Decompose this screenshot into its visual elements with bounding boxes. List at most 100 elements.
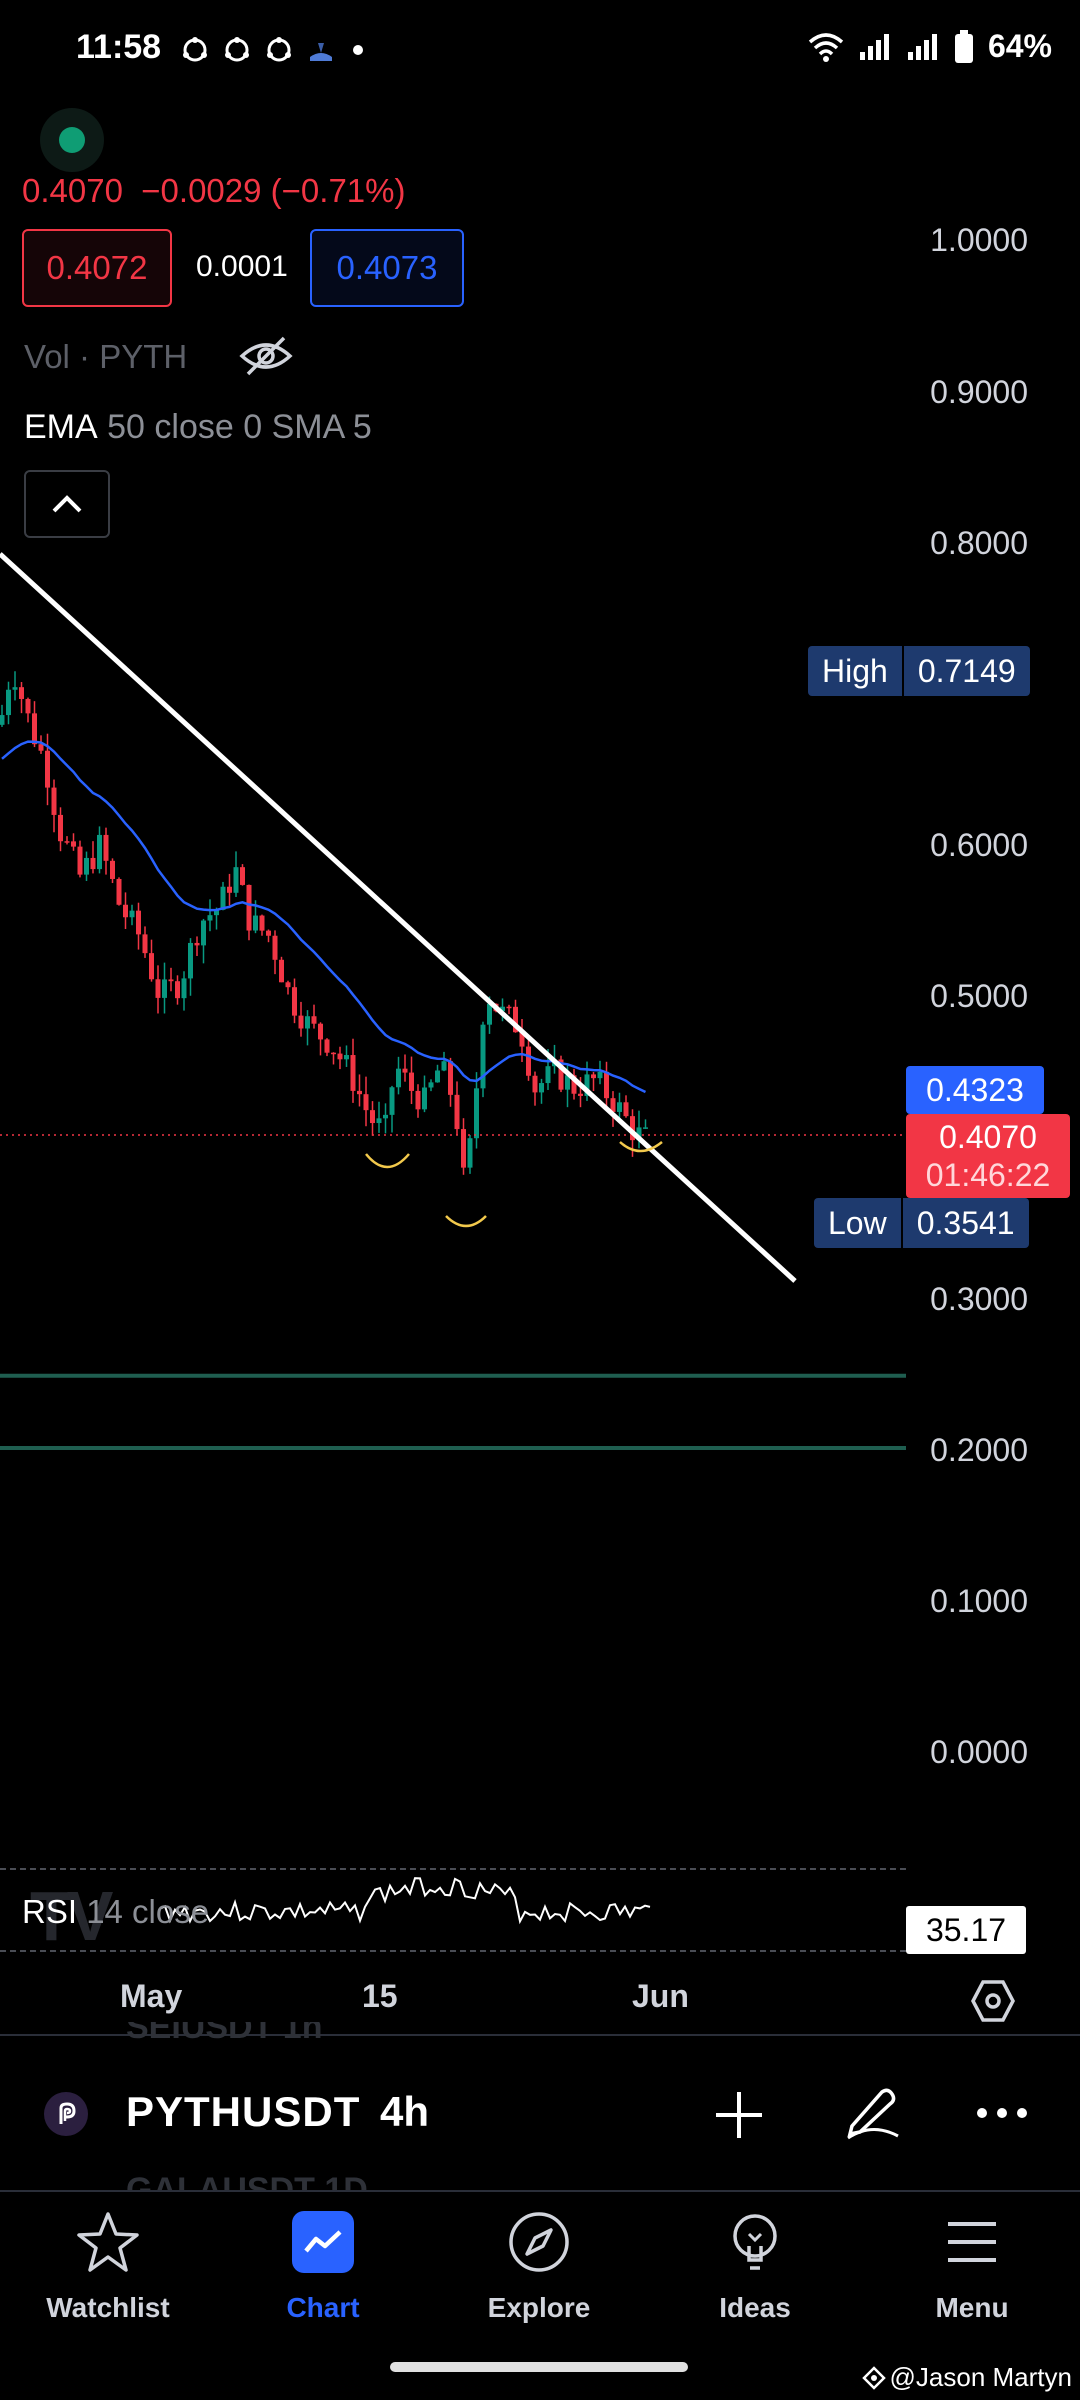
candle-body <box>513 1006 518 1033</box>
menu-icon <box>948 2222 996 2262</box>
candle-body <box>532 1075 538 1093</box>
candle-body <box>162 979 167 998</box>
time-axis-label: May <box>120 1978 183 2014</box>
last-price-tag: 0.4070 01:46:22 <box>906 1114 1070 1198</box>
candle-body <box>136 910 141 935</box>
chart-settings-icon[interactable] <box>970 1978 1016 2024</box>
nav-ideas[interactable]: Ideas <box>655 2206 855 2324</box>
buy-button[interactable]: 0.4073 <box>310 229 464 307</box>
candle-body <box>97 834 102 870</box>
candle-body <box>207 915 213 921</box>
price-axis-label: 0.3000 <box>930 1281 1028 1317</box>
candle-body <box>487 1003 492 1025</box>
candle-body <box>305 1016 310 1029</box>
candle-body <box>285 982 291 988</box>
candle-body <box>467 1138 473 1168</box>
wifi-icon <box>808 32 844 62</box>
candle-body <box>84 857 89 875</box>
candle-body <box>220 886 226 910</box>
timeframe-selector[interactable]: 4h <box>380 2088 430 2135</box>
candle-body <box>38 744 44 751</box>
candle-body <box>129 910 135 918</box>
divider <box>0 2190 1080 2192</box>
candle-body <box>630 1116 635 1141</box>
candle-body <box>181 978 187 999</box>
nav-label: Explore <box>487 2292 591 2323</box>
candle-body <box>610 1098 616 1112</box>
candle-body <box>474 1088 479 1139</box>
candle-body <box>415 1090 421 1110</box>
home-indicator[interactable] <box>390 2362 688 2372</box>
rsi-pane[interactable] <box>0 1868 906 1952</box>
low-label: Low <box>814 1198 903 1248</box>
ema-line <box>1 740 647 1094</box>
candle-body <box>45 750 50 788</box>
battery-percent: 64% <box>987 28 1052 64</box>
candle-body <box>188 942 193 979</box>
plus-icon[interactable] <box>712 2088 766 2142</box>
bottom-marker-3 <box>619 1141 663 1153</box>
candle-body <box>240 867 245 885</box>
drawing-tools-icon[interactable] <box>842 2082 902 2142</box>
nav-chart[interactable]: Chart <box>223 2206 423 2324</box>
nav-watchlist[interactable]: Watchlist <box>8 2206 208 2324</box>
candle-body <box>636 1127 642 1141</box>
candle-body <box>266 930 271 936</box>
candle-body <box>376 1118 382 1124</box>
tradingview-logo: TV <box>30 1877 113 1955</box>
candle-body <box>214 909 219 916</box>
price-axis-label: 0.2000 <box>930 1432 1028 1468</box>
candle-body <box>123 904 128 918</box>
last-price: 0.4070 <box>22 172 123 209</box>
market-status-icon[interactable] <box>40 108 104 172</box>
symbol-logo-icon[interactable] <box>44 2092 88 2136</box>
candle-body <box>617 1102 622 1112</box>
candle-body <box>331 1052 336 1055</box>
candle-body <box>233 867 239 893</box>
candle-body <box>370 1110 375 1124</box>
bottom-marker-1 <box>365 1153 410 1169</box>
more-icon[interactable] <box>974 2100 1030 2126</box>
candle-body <box>480 1024 486 1089</box>
sell-button[interactable]: 0.4072 <box>22 229 172 307</box>
candle-body <box>298 1015 304 1029</box>
price-chart[interactable] <box>0 0 1080 2000</box>
nav-menu[interactable]: Menu <box>872 2206 1072 2324</box>
candle-body <box>201 920 206 946</box>
time-axis-label: Jun <box>632 1978 689 2014</box>
nav-label: Watchlist <box>46 2292 170 2323</box>
candle-body <box>357 1090 362 1095</box>
candle-body <box>12 687 18 690</box>
divider <box>0 2034 1080 2036</box>
collapse-legend-button[interactable] <box>24 470 110 538</box>
candle-body <box>422 1087 427 1110</box>
trendline[interactable] <box>0 552 797 1283</box>
candle-body <box>500 1006 505 1012</box>
candle-body <box>324 1039 330 1053</box>
candle-body <box>409 1072 414 1091</box>
candle-body <box>571 1075 577 1094</box>
lightbulb-icon <box>733 2214 777 2270</box>
candle-body <box>149 953 154 980</box>
battery-icon <box>954 29 973 63</box>
candle-body <box>155 979 161 998</box>
candle-body <box>292 987 297 1016</box>
volume-indicator-label[interactable]: Vol · PYTH <box>24 338 188 375</box>
sync-icon <box>267 37 291 62</box>
eye-off-icon[interactable] <box>238 334 294 378</box>
status-system-icons: 64% <box>808 28 1052 65</box>
high-label: High <box>808 646 904 696</box>
candle-body <box>396 1068 401 1088</box>
candle-body <box>58 814 63 842</box>
candle-body <box>402 1068 408 1073</box>
credit-text: @Jason Martyn <box>889 2362 1072 2392</box>
bottom-marker-2 <box>445 1215 487 1228</box>
app-icon <box>310 43 332 61</box>
ema-indicator-label[interactable]: EMA 50 close 0 SMA 5 <box>24 408 372 447</box>
high-value: 0.7149 <box>917 652 1016 689</box>
nav-explore[interactable]: Explore <box>439 2206 639 2324</box>
symbol-name[interactable]: PYTHUSDT <box>126 2088 361 2135</box>
nav-label: Chart <box>286 2292 360 2323</box>
rsi-legend[interactable]: RSI 14 close <box>22 1893 209 1931</box>
sync-icon <box>183 37 207 62</box>
